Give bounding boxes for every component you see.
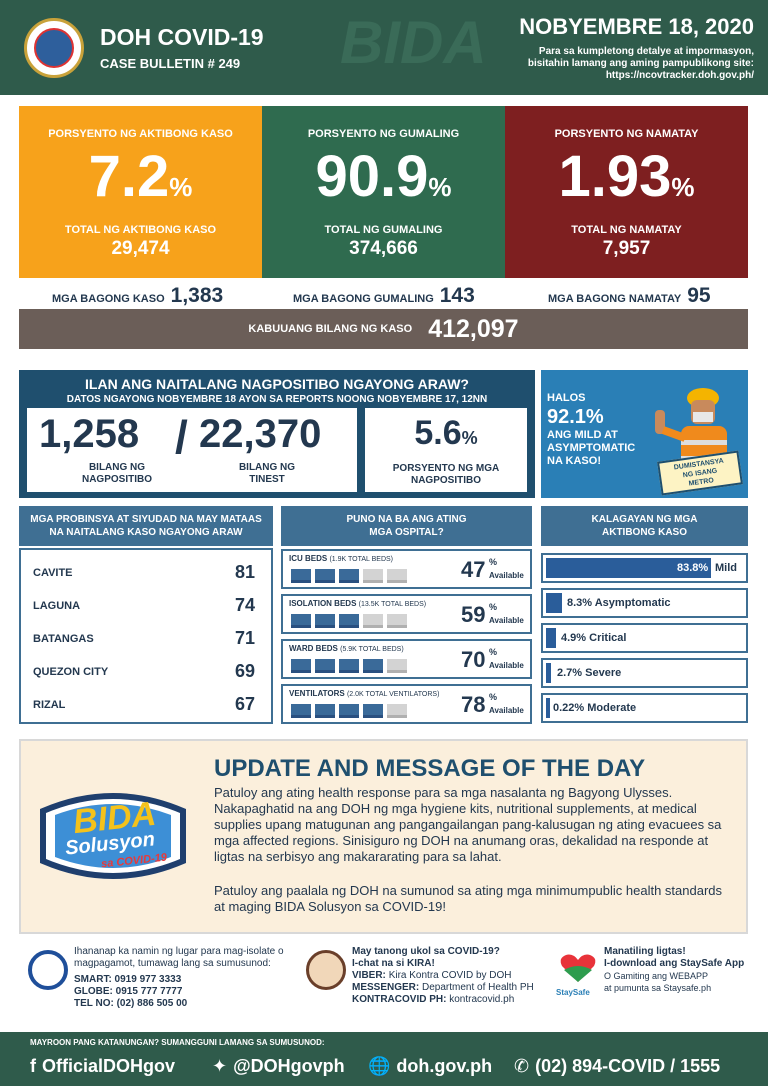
recovered-total: 374,666 (349, 238, 418, 259)
header-title: DOH COVID-19 (100, 24, 264, 50)
website-link[interactable]: 🌐 doh.gov.ph (368, 1056, 493, 1076)
list-item: CAVITE 81 (33, 562, 255, 582)
staysafe-info: Manatiling ligtas! I-download ang StaySa… (604, 946, 745, 993)
hotline-link[interactable]: ✆ (02) 894-COVID / 1555 (514, 1056, 721, 1076)
positivity-rate-box: 5.6% PORSYENTO NG MGA NAGPOSITIBO (365, 408, 527, 492)
list-item: RIZAL 67 (33, 694, 255, 714)
twitter-link[interactable]: ✦ @DOHgovph (212, 1056, 345, 1076)
hospital-row-icu: ICU BEDS (1.9K TOTAL BEDS) 47 % Availabl… (281, 549, 532, 589)
update-message-panel: BIDA Solusyon sa COVID-19 UPDATE AND MES… (19, 739, 748, 934)
hospital-row-isolation: ISOLATION BEDS (13.5K TOTAL BEDS) 59 % A… (281, 594, 532, 634)
twitter-icon: ✦ (212, 1056, 228, 1076)
recovered-percent: 90.9% (315, 144, 452, 209)
kira-contacts: May tanong ukol sa COVID-19? I-chat na s… (352, 946, 534, 1005)
kira-avatar (306, 950, 346, 990)
hospitals-header: PUNO NA BA ANG ATING MGA OSPITAL? (281, 506, 532, 546)
phone-icon: ✆ (514, 1056, 530, 1076)
update-paragraph-1: Patuloy ang ating health response para s… (214, 785, 722, 864)
status-bar-mild: 83.8% Mild (541, 553, 748, 583)
list-item: LAGUNA 74 (33, 595, 255, 615)
status-bar-asymptomatic: 8.3% Asymptomatic (541, 588, 748, 618)
total-cases-value: 412,097 (428, 314, 519, 343)
active-total: 29,474 (111, 238, 170, 259)
total-cases-bar: KABUUANG BILANG NG KASO 412,097 (19, 309, 748, 349)
update-paragraph-2: Patuloy ang paalala ng DOH na sumunod sa… (214, 883, 723, 914)
occupancy-bars (291, 614, 407, 628)
new-cases: MGA BAGONG KASO 1,383 (52, 284, 224, 307)
deaths-percent: 1.93% (558, 144, 695, 209)
deaths-total: 7,957 (602, 238, 651, 259)
active-cases-card: PORSYENTO NG AKTIBONG KASO 7.2% TOTAL NG… (19, 106, 262, 278)
today-positives-panel: ILAN ANG NAITALANG NAGPOSITIBO NGAYONG A… (19, 370, 535, 498)
tracker-link[interactable]: https://ncovtracker.doh.gov.ph/ (605, 70, 754, 81)
status-header: KALAGAYAN NG MGA AKTIBONG KASO (541, 506, 748, 546)
header-watermark: BIDA (340, 9, 487, 76)
provinces-list: CAVITE 81 LAGUNA 74 BATANGAS 71 QUEZON CITY… (19, 548, 273, 724)
active-percent: 7.2% (88, 144, 193, 209)
mild-asymptomatic-percent: 92.1% (547, 406, 604, 428)
positive-tested-box: 1,258 / 22,370 BILANG NG NAGPOSITIBO BILA… (27, 408, 357, 492)
update-title: UPDATE AND MESSAGE OF THE DAY (214, 755, 646, 782)
new-deaths: MGA BAGONG NAMATAY 95 (548, 284, 711, 307)
status-bar-critical: 4.9% Critical (541, 623, 748, 653)
recovered-card: PORSYENTO NG GUMALING 90.9% TOTAL NG GUM… (262, 106, 505, 278)
status-bar-moderate: 0.22% Moderate (541, 693, 748, 723)
facebook-link[interactable]: f OfficialDOHgov (30, 1056, 176, 1076)
occupancy-bars (291, 704, 407, 718)
bulletin-date: NOBYEMBRE 18, 2020 (519, 14, 754, 39)
facebook-icon: f (30, 1056, 36, 1076)
list-item: QUEZON CITY 69 (33, 661, 255, 681)
provinces-header: MGA PROBINSYA AT SIYUDAD NA MAY MATAAS NA… (19, 506, 273, 546)
occupancy-bars (291, 569, 407, 583)
bulletin-number: CASE BULLETIN # 249 (100, 56, 241, 71)
hospital-row-ward: WARD BEDS (5.9K TOTAL BEDS) 70 % Availab… (281, 639, 532, 679)
header-bar: BIDA DOH COVID-19 CASE BULLETIN # 249 NO… (0, 0, 768, 95)
isolation-logo (28, 950, 68, 990)
list-item: BATANGAS 71 (33, 628, 255, 648)
hospital-row-ventilators: VENTILATORS (2.0K TOTAL VENTILATORS) 78 … (281, 684, 532, 724)
occupancy-bars (291, 659, 407, 673)
mild-asymptomatic-panel: HALOS 92.1% ANG MILD AT ASYMPTOMATIC NA … (541, 370, 748, 498)
deaths-card: PORSYENTO NG NAMATAY 1.93% TOTAL NG NAMA… (505, 106, 748, 278)
footer-bar: MAYROON PANG KATANUNGAN? SUMANGGUNI LAMA… (0, 1032, 768, 1086)
staysafe-logo (558, 952, 598, 986)
globe-icon: 🌐 (368, 1056, 391, 1076)
bida-solusyon-logo (40, 793, 186, 879)
doh-seal-logo (24, 18, 84, 78)
header-note: Para sa kumpletong detalye at impormasyo… (454, 46, 754, 82)
new-recovered: MGA BAGONG GUMALING 143 (293, 284, 475, 307)
isolation-contacts: Ihananap ka namin ng lugar para mag-isol… (74, 946, 284, 1009)
status-bar-severe: 2.7% Severe (541, 658, 748, 688)
